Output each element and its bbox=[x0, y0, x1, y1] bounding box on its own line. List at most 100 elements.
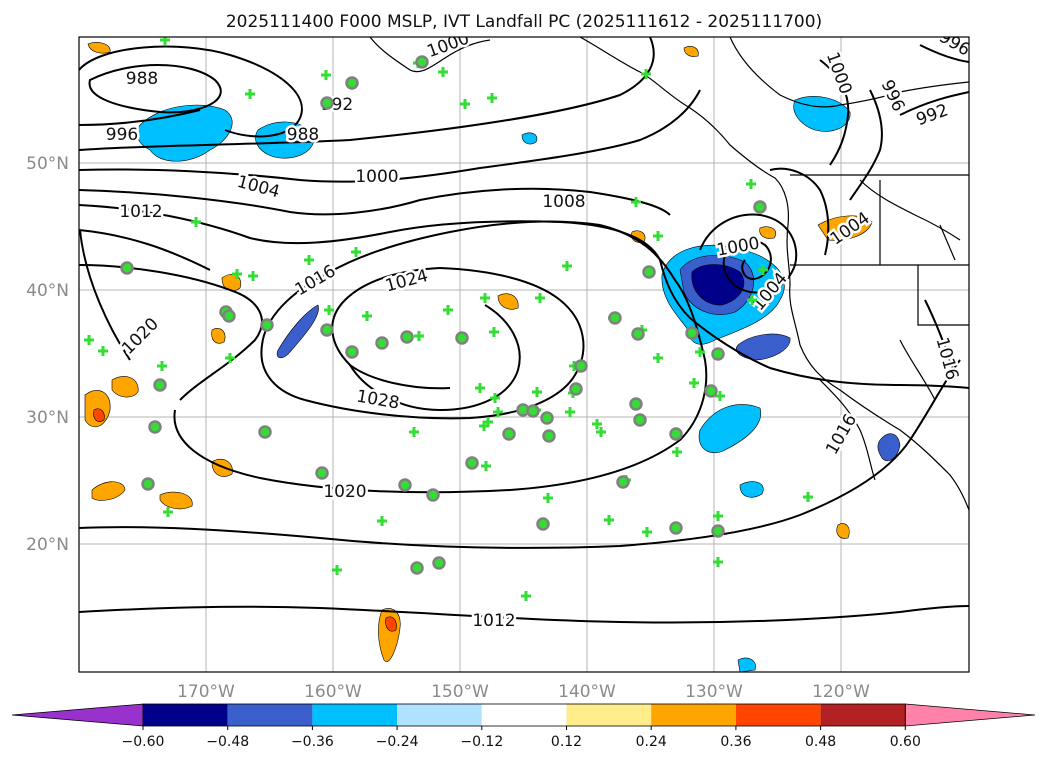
circle-marker bbox=[685, 326, 699, 340]
circle-marker bbox=[148, 420, 162, 434]
cross-marker bbox=[332, 565, 342, 575]
colorbar-segment bbox=[143, 704, 228, 726]
cross-marker bbox=[803, 492, 813, 502]
circle-marker bbox=[542, 429, 556, 443]
circle-marker bbox=[753, 200, 767, 214]
cross-marker bbox=[758, 265, 768, 275]
circle-marker bbox=[536, 517, 550, 531]
circle-marker bbox=[616, 475, 630, 489]
circle-marker bbox=[633, 413, 647, 427]
lat-label: 20°N bbox=[26, 535, 69, 555]
cross-marker bbox=[489, 327, 499, 337]
lat-label: 50°N bbox=[26, 154, 69, 174]
circle-marker bbox=[574, 359, 588, 373]
colorbar-tick-label: −0.24 bbox=[376, 734, 419, 750]
cross-marker bbox=[443, 305, 453, 315]
circle-marker bbox=[669, 427, 683, 441]
cross-marker bbox=[689, 378, 699, 388]
circle-marker bbox=[455, 331, 469, 345]
isobar-label: 1012 bbox=[119, 202, 162, 222]
colorbar-segment bbox=[227, 704, 313, 726]
lat-label: 40°N bbox=[26, 281, 69, 301]
cross-marker bbox=[351, 247, 361, 257]
coastlines bbox=[369, 37, 969, 511]
colorbar-tick-label: 0.36 bbox=[720, 734, 751, 750]
colorbar-tick-label: −0.12 bbox=[460, 734, 503, 750]
cross-marker bbox=[225, 353, 235, 363]
cross-marker bbox=[321, 70, 331, 80]
cross-marker bbox=[641, 69, 651, 79]
circle-marker bbox=[222, 309, 236, 323]
cross-marker bbox=[695, 347, 705, 357]
circle-marker bbox=[432, 556, 446, 570]
landfall-markers bbox=[84, 37, 813, 601]
circle-marker bbox=[526, 404, 540, 418]
colorbar-tick-label: 0.60 bbox=[890, 734, 921, 750]
isobar-label: 996 bbox=[106, 125, 138, 145]
map-title: 2025111400 F000 MSLP, IVT Landfall PC (2… bbox=[226, 12, 822, 32]
isobar-label: 988 bbox=[126, 69, 158, 89]
circle-marker bbox=[153, 378, 167, 392]
cross-marker bbox=[562, 261, 572, 271]
cross-marker bbox=[747, 295, 757, 305]
cross-marker bbox=[631, 197, 641, 207]
cross-marker bbox=[304, 255, 314, 265]
circle-marker bbox=[642, 265, 656, 279]
circle-marker bbox=[608, 311, 622, 325]
cross-marker bbox=[248, 271, 258, 281]
lon-label: 130°W bbox=[685, 682, 743, 702]
lon-label: 160°W bbox=[304, 682, 362, 702]
cross-marker bbox=[84, 335, 94, 345]
cross-marker bbox=[460, 99, 470, 109]
cross-marker bbox=[475, 383, 485, 393]
cross-marker bbox=[480, 293, 490, 303]
isobar-label: 988 bbox=[287, 125, 319, 145]
cross-marker bbox=[569, 361, 579, 371]
circle-marker bbox=[704, 384, 718, 398]
mslp-isobars bbox=[79, 37, 969, 624]
cross-marker bbox=[565, 407, 575, 417]
cross-marker bbox=[438, 67, 448, 77]
map-area bbox=[79, 37, 969, 672]
colorbar-segment bbox=[397, 704, 482, 726]
cross-marker bbox=[715, 391, 725, 401]
colorbar-tick-label: 0.48 bbox=[805, 734, 836, 750]
circle-marker bbox=[320, 96, 334, 110]
lon-label: 170°W bbox=[177, 682, 235, 702]
colorbar-outline bbox=[142, 703, 906, 727]
colorbar-tick-label: −0.60 bbox=[122, 734, 165, 750]
cross-marker bbox=[163, 507, 173, 517]
circle-marker bbox=[569, 382, 583, 396]
circle-marker bbox=[669, 521, 683, 535]
cross-marker bbox=[245, 89, 255, 99]
cross-marker bbox=[535, 293, 545, 303]
circle-marker bbox=[631, 327, 645, 341]
circle-marker bbox=[260, 318, 274, 332]
cross-marker bbox=[521, 591, 531, 601]
cross-marker bbox=[672, 447, 682, 457]
cross-marker bbox=[493, 407, 503, 417]
cross-marker bbox=[232, 269, 242, 279]
isobar-label: 1000 bbox=[355, 167, 398, 187]
cross-marker bbox=[362, 311, 372, 321]
circle-marker bbox=[711, 347, 725, 361]
circle-marker bbox=[502, 427, 516, 441]
cross-marker bbox=[596, 427, 606, 437]
circle-marker bbox=[629, 397, 643, 411]
colorbar-segment bbox=[820, 704, 906, 726]
longitude-labels: 170°W 160°W 150°W 140°W 130°W 120°W bbox=[177, 682, 870, 702]
cross-marker bbox=[479, 421, 489, 431]
circle-marker bbox=[375, 336, 389, 350]
map-frame bbox=[78, 36, 970, 673]
lon-label: 120°W bbox=[812, 682, 870, 702]
circle-marker bbox=[315, 466, 329, 480]
cross-marker bbox=[746, 179, 756, 189]
circle-marker bbox=[258, 425, 272, 439]
colorbar-tick-label: 0.12 bbox=[551, 734, 582, 750]
circle-marker bbox=[400, 330, 414, 344]
colorbar-segment bbox=[651, 704, 736, 726]
colorbar-extension-low bbox=[11, 703, 144, 727]
cross-marker bbox=[642, 527, 652, 537]
cross-marker bbox=[157, 361, 167, 371]
cross-marker bbox=[653, 353, 663, 363]
